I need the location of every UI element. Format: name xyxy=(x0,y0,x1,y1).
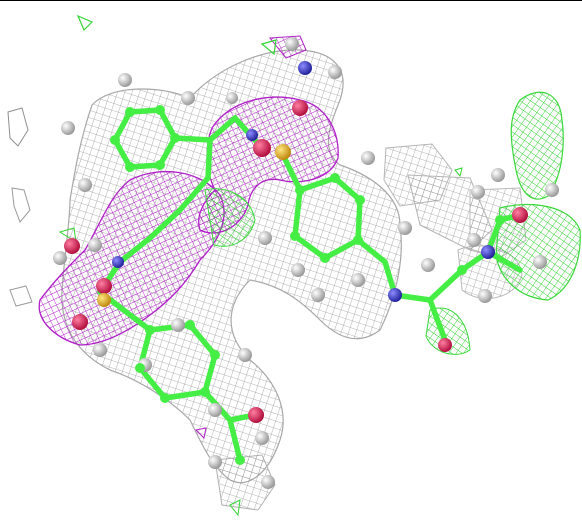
frame-border-top xyxy=(0,0,582,1)
sulfur-atoms xyxy=(97,144,291,307)
hydrogen-atoms xyxy=(53,37,559,489)
density-mesh-green xyxy=(58,14,581,517)
oxygen-atoms xyxy=(64,100,528,423)
nitrogen-atoms xyxy=(112,61,495,302)
carbon-atoms xyxy=(110,105,505,465)
